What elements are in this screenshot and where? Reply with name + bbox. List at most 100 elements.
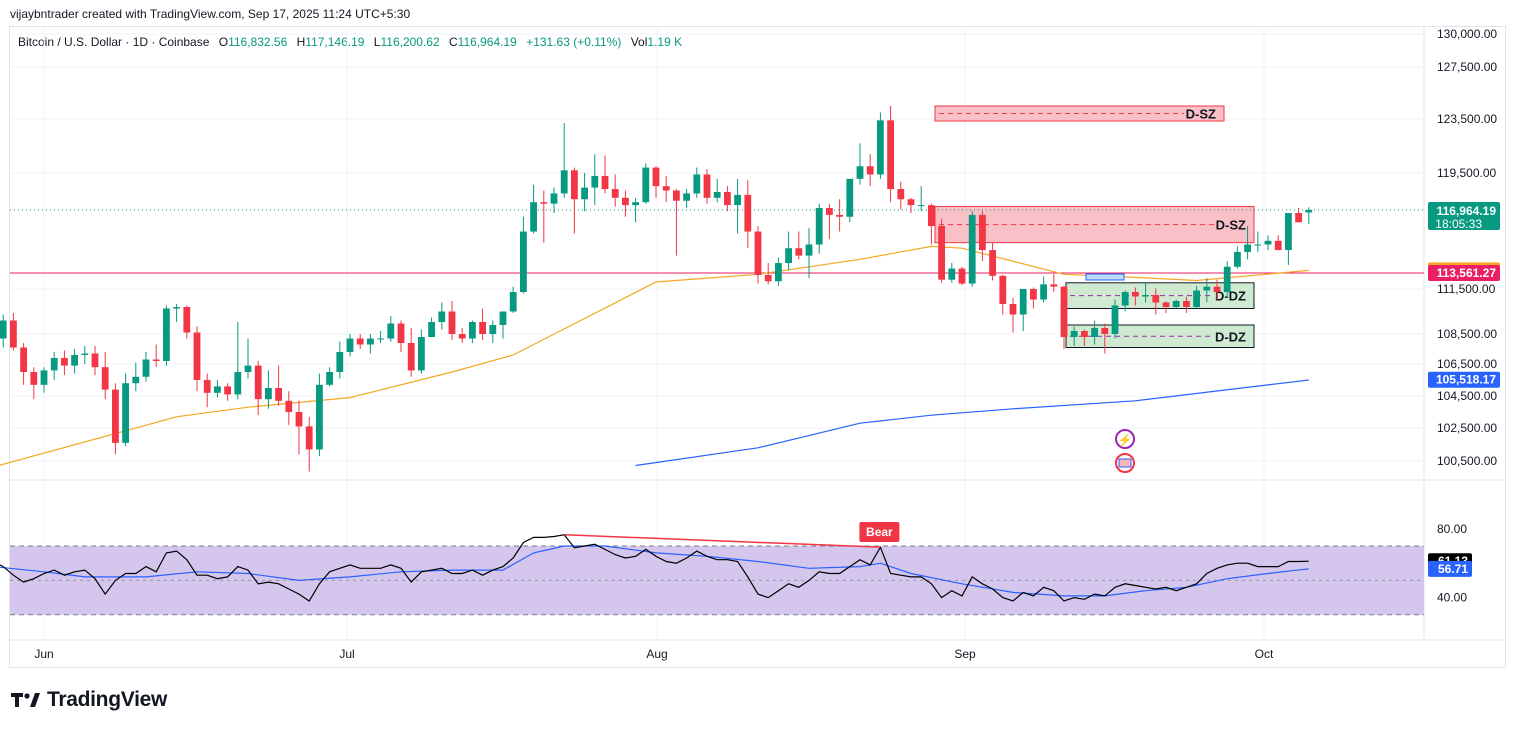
- bearish-candle: [836, 214, 843, 217]
- bearish-candle: [1060, 286, 1068, 337]
- bullish-candle: [1244, 244, 1251, 252]
- bearish-candle: [1152, 295, 1160, 303]
- bearish-candle: [540, 202, 548, 204]
- zone-label: D-DZ: [1215, 329, 1246, 344]
- bearish-candle: [61, 358, 68, 366]
- bullish-candle: [1070, 331, 1078, 337]
- bearish-candle: [958, 268, 966, 284]
- bullish-candle: [214, 386, 221, 393]
- rsi-ma-line: [0, 545, 1309, 597]
- open-value: 116,832.56: [228, 35, 288, 49]
- price-tick-label: 104,500.00: [1437, 389, 1497, 403]
- price-tick-label: 119,500.00: [1437, 166, 1496, 180]
- price-tick-label: 127,500.00: [1437, 60, 1497, 74]
- bullish-candle: [693, 174, 701, 194]
- bullish-candle: [81, 353, 89, 355]
- ema200-line: [635, 379, 1309, 467]
- bearish-candle: [203, 380, 211, 393]
- bullish-candle: [1193, 290, 1200, 307]
- zone-label: D-DZ: [1215, 289, 1246, 304]
- bullish-candle: [1305, 210, 1313, 213]
- bearish-candle: [611, 189, 619, 198]
- bearish-candle: [1009, 304, 1017, 315]
- bullish-candle: [642, 167, 650, 203]
- bearish-candle: [407, 343, 415, 371]
- bullish-candle: [1223, 266, 1231, 292]
- bearish-candle: [979, 214, 986, 251]
- bullish-candle: [856, 166, 864, 179]
- us-flag-icon: [1118, 458, 1132, 468]
- bullish-candle: [713, 191, 721, 198]
- bullish-candle: [50, 358, 58, 371]
- bearish-candle: [30, 372, 38, 385]
- price-tick-label: 111,500.00: [1437, 282, 1496, 296]
- price-tick-label: 106,500.00: [1437, 357, 1497, 371]
- bullish-candle: [377, 338, 384, 340]
- rsi-axis-tag: [1428, 560, 1472, 577]
- tradingview-logo: TradingView: [11, 688, 167, 712]
- bullish-candle: [163, 308, 170, 361]
- time-tick-label: Aug: [646, 647, 667, 661]
- bearish-candle: [866, 166, 874, 175]
- bullish-candle: [336, 352, 344, 372]
- bearish-candle: [20, 347, 27, 372]
- bearish-candle: [295, 412, 303, 427]
- bearish-candle: [101, 367, 109, 390]
- time-tick-label: Oct: [1255, 647, 1274, 661]
- bearish-candle: [764, 275, 772, 282]
- price-axis-tag-text: 113,561.27: [1437, 266, 1497, 280]
- rsi-tick-label: 80.00: [1437, 522, 1467, 536]
- bullish-candle: [438, 311, 446, 322]
- bullish-candle: [1121, 292, 1129, 306]
- bearish-candle: [193, 332, 201, 380]
- bullish-candle: [815, 208, 823, 245]
- bullish-candle: [244, 365, 252, 372]
- low-value: 116,200.62: [380, 35, 440, 49]
- bullish-candle: [785, 248, 792, 264]
- price-axis-tag-text: 116,964.19: [1437, 204, 1497, 218]
- bearish-candle: [356, 338, 364, 345]
- bearish-candle: [1274, 240, 1282, 251]
- bearish-candle: [448, 311, 456, 334]
- bearish-candle: [152, 359, 160, 361]
- bullish-candle: [591, 175, 599, 188]
- bearish-candle: [1132, 292, 1139, 297]
- bullish-candle: [40, 370, 48, 385]
- bearish-candle: [928, 205, 935, 226]
- bearish-candle: [305, 426, 313, 450]
- bullish-candle: [1111, 305, 1119, 334]
- bullish-candle: [1019, 289, 1027, 315]
- price-axis-tag: [1428, 265, 1500, 281]
- bearish-candle: [1183, 301, 1190, 307]
- tradingview-logo-icon: [11, 690, 41, 710]
- bearish-candle: [458, 334, 466, 339]
- bearish-candle: [601, 175, 609, 190]
- bullish-candle: [316, 384, 323, 450]
- countdown-text: 18:05:33: [1435, 217, 1482, 231]
- high-label: H: [296, 35, 306, 49]
- price-axis-tag-text: 105,518.17: [1436, 373, 1496, 387]
- bullish-candle: [173, 307, 180, 309]
- credit-text: vijaybntrader created with TradingView.c…: [10, 7, 411, 21]
- bearish-candle: [1081, 331, 1088, 337]
- zone-label: D-SZ: [1216, 218, 1246, 233]
- bearish-candle: [479, 322, 486, 334]
- bullish-candle: [948, 268, 956, 280]
- bearish-candle: [571, 170, 578, 200]
- rsi-axis-tag-text: 56.71: [1438, 562, 1468, 576]
- bearish-candle: [652, 167, 660, 187]
- bullish-candle: [387, 323, 395, 339]
- time-tick-label: Jun: [34, 647, 53, 661]
- bullish-candle: [683, 193, 690, 201]
- price-tick-label: 108,500.00: [1437, 327, 1497, 341]
- bullish-candle: [499, 311, 507, 325]
- bullish-candle: [550, 193, 558, 204]
- time-tick-label: Sep: [954, 647, 976, 661]
- bullish-candle: [367, 338, 374, 345]
- bearish-candle: [1101, 328, 1109, 334]
- bear-label-box: [859, 522, 900, 542]
- zone-label: D-SZ: [1186, 107, 1216, 122]
- bearish-candle: [285, 400, 293, 412]
- bullish-candle: [1254, 244, 1262, 246]
